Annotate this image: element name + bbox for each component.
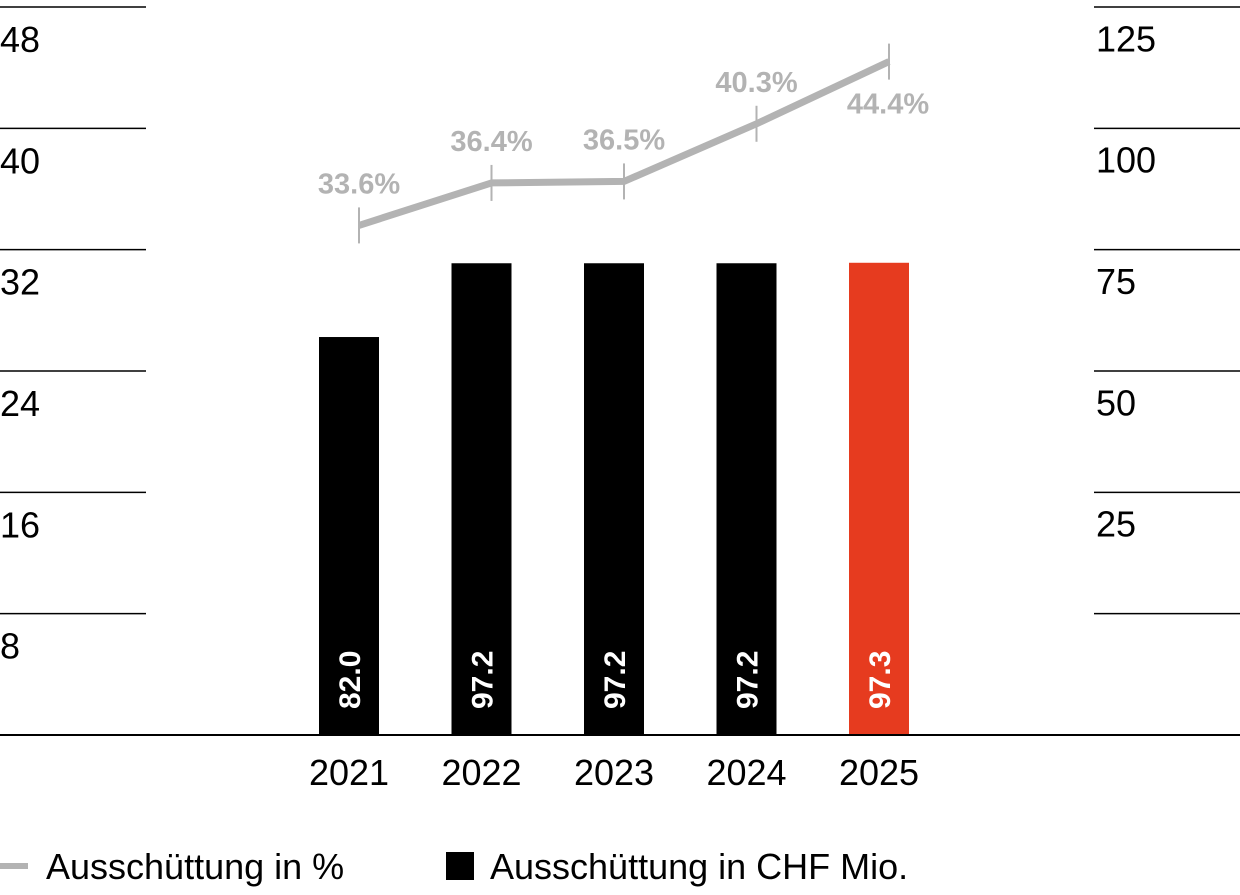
bar-value-label: 97.3 <box>864 651 897 709</box>
line-value-label: 33.6% <box>318 168 400 200</box>
line-value-label: 36.5% <box>583 124 665 156</box>
x-axis-tick-label: 2025 <box>839 752 919 793</box>
bar <box>849 262 909 735</box>
x-axis-tick-label: 2024 <box>706 752 786 793</box>
right-axis-tick-label: 125 <box>1096 18 1156 59</box>
bar-value-label: 97.2 <box>599 651 632 709</box>
right-axis-tick-label: 75 <box>1096 261 1136 302</box>
bar-series: 82.0 97.2 97.2 97.2 97.3 <box>319 262 909 735</box>
bar <box>584 263 644 735</box>
bar <box>319 337 379 735</box>
x-axis-tick-label: 2023 <box>574 752 654 793</box>
x-axis-tick-label: 2021 <box>309 752 389 793</box>
bar <box>716 263 777 735</box>
x-axis-tick-label: 2022 <box>441 752 521 793</box>
right-axis: 255075100125150 <box>1094 6 1240 615</box>
left-axis-tick-label: 8 <box>0 626 20 667</box>
right-axis-tick-label: 25 <box>1096 504 1136 545</box>
legend-label-chf: Ausschüttung in CHF Mio. <box>490 846 908 887</box>
line-series: 33.6% 36.4% 36.5% 40.3% 44.4% <box>318 43 929 244</box>
left-axis-tick-label: 16 <box>0 504 40 545</box>
legend-square-swatch <box>446 852 474 880</box>
legend: Ausschüttung in % Ausschüttung in CHF Mio… <box>0 846 908 887</box>
bar-value-label: 97.2 <box>732 651 765 709</box>
legend-label-percent: Ausschüttung in % <box>46 846 344 887</box>
right-axis-tick-label: 50 <box>1096 382 1136 423</box>
bar <box>451 263 512 735</box>
line-value-label: 44.4% <box>847 89 929 121</box>
bar-value-label: 82.0 <box>334 651 367 709</box>
right-axis-tick-label: 100 <box>1096 140 1156 181</box>
x-axis-tick-labels: 2021 2022 2023 2024 2025 <box>309 752 919 793</box>
left-axis-tick-label: 40 <box>0 140 40 181</box>
line-value-label: 36.4% <box>450 126 532 158</box>
left-axis-tick-label: 24 <box>0 383 40 424</box>
left-axis: 8 16 24 32 40 48 <box>0 6 146 667</box>
left-axis-tick-label: 32 <box>0 262 40 303</box>
line-value-label: 40.3% <box>715 67 797 99</box>
left-axis-tick-label: 48 <box>0 19 40 60</box>
bar-value-label: 97.2 <box>467 651 500 709</box>
